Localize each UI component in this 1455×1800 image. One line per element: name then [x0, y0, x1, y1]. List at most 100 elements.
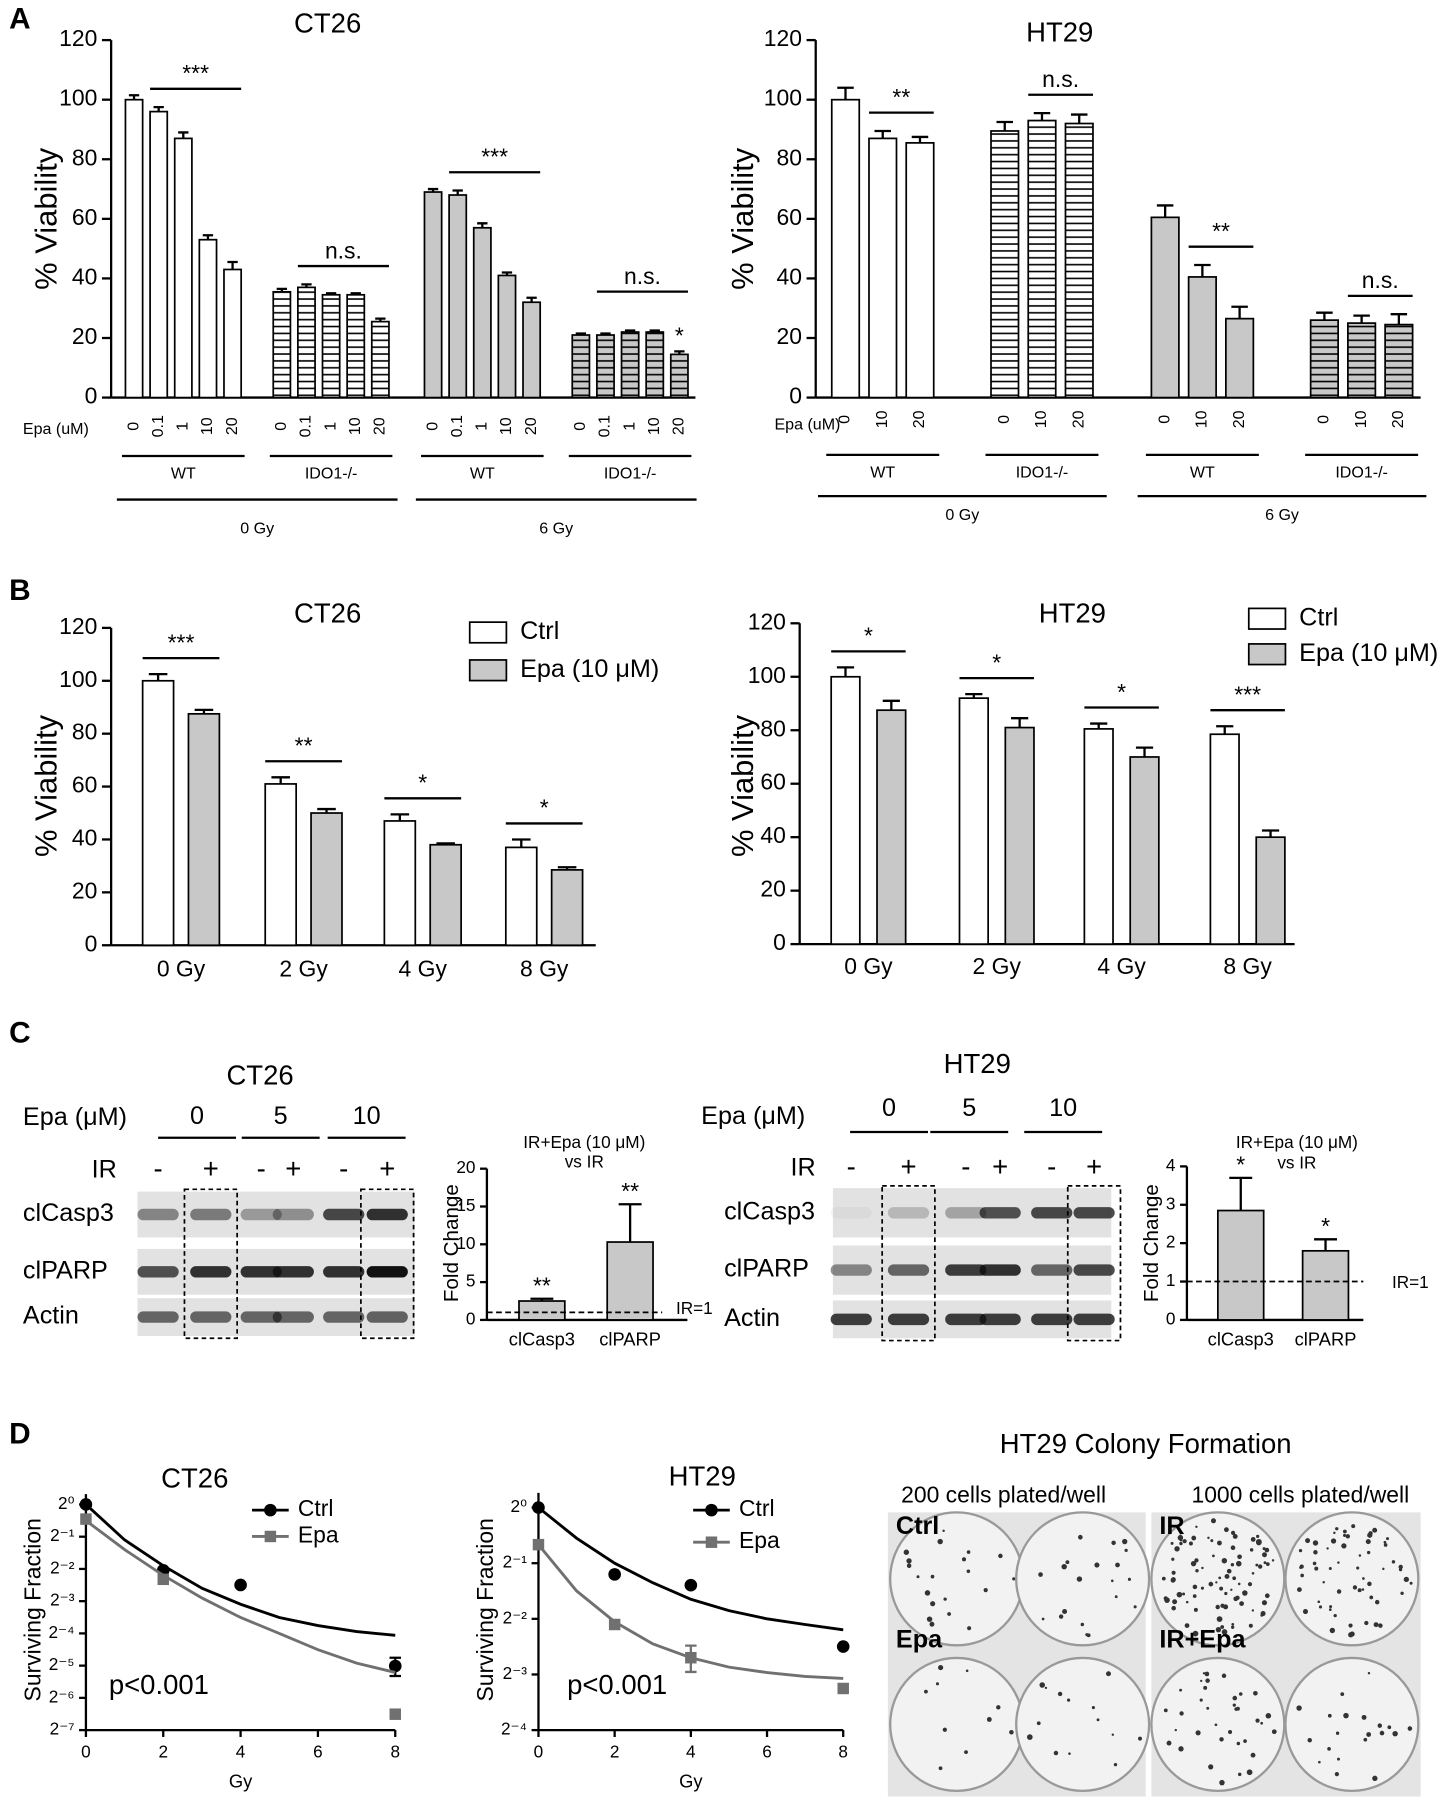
error-bar — [128, 94, 140, 100]
y-tick-label: 15 — [456, 1195, 475, 1215]
blot-dose-label: Epa (μM) — [701, 1102, 805, 1130]
error-bar — [271, 776, 290, 784]
y-axis-label: % Viability — [725, 147, 760, 290]
significance-label: n.s. — [1042, 66, 1079, 92]
point — [234, 1578, 247, 1592]
colony — [986, 1717, 992, 1722]
error-bar — [526, 296, 537, 303]
y-tick-label: 80 — [760, 715, 785, 741]
bar — [198, 238, 218, 399]
y-tick-label: 100 — [748, 662, 786, 688]
blot-dose: 0 — [190, 1102, 204, 1130]
colony — [1133, 1605, 1137, 1609]
blot-band — [945, 1207, 987, 1219]
y-tick-label: 0 — [1166, 1308, 1176, 1328]
blot-band — [272, 1208, 314, 1221]
colony — [1348, 1623, 1353, 1628]
blot-row-label: clCasp3 — [23, 1199, 114, 1227]
x-tick-label: 4 — [686, 1742, 696, 1762]
error-bar — [649, 329, 660, 333]
colony — [1400, 1591, 1404, 1595]
colony — [1179, 1538, 1183, 1542]
error-bar — [1316, 311, 1333, 321]
bar — [1301, 1249, 1350, 1321]
chart-title: IR+Epa (10 μM) — [1236, 1132, 1358, 1152]
colony — [1179, 1711, 1184, 1716]
bar — [223, 268, 243, 399]
colony — [1298, 1549, 1303, 1553]
y-tick-label: 80 — [72, 719, 97, 745]
colony — [937, 1538, 943, 1545]
bar — [1083, 728, 1114, 945]
blot-band — [190, 1266, 232, 1278]
blot-ir-sign: + — [1086, 1151, 1102, 1182]
x-tick-label: 10 — [1352, 410, 1370, 428]
colony — [1251, 1572, 1255, 1575]
colony — [1230, 1563, 1235, 1567]
blot-band — [137, 1208, 179, 1221]
y-tick-label: 0 — [773, 929, 786, 955]
y-axis-label: Surviving Fraction — [19, 1518, 45, 1701]
colony — [1251, 1609, 1255, 1612]
bar — [173, 137, 193, 399]
colony — [1250, 1752, 1256, 1758]
x-tick-label: 20 — [1069, 410, 1087, 428]
colony — [1061, 1563, 1067, 1570]
colony — [1221, 1673, 1227, 1679]
colony — [1318, 1760, 1321, 1764]
error-bar — [1261, 829, 1280, 838]
blot-band — [1031, 1264, 1073, 1276]
group-label: WT — [870, 463, 895, 481]
x-tick-label: 0 — [1315, 415, 1333, 424]
x-tick-label: 2 — [610, 1742, 620, 1762]
x-tick-label: 10 — [497, 417, 515, 435]
colony — [1163, 1708, 1168, 1713]
colony — [1271, 1559, 1275, 1562]
blot-ir-sign: - — [339, 1153, 348, 1184]
blot-band — [366, 1208, 408, 1221]
colony — [930, 1574, 935, 1579]
x-tick-label: 20 — [1230, 410, 1248, 428]
colony — [1264, 1547, 1270, 1553]
colony — [1223, 1604, 1229, 1610]
colony — [1336, 1589, 1342, 1594]
bar — [669, 353, 689, 399]
y-tick-label: 20 — [72, 877, 97, 903]
bar — [550, 869, 584, 947]
colony — [947, 1612, 951, 1616]
x-tick-label: 0 — [534, 1742, 544, 1762]
blot-band — [190, 1311, 232, 1323]
colony — [1231, 1622, 1235, 1626]
legend-swatch — [468, 659, 508, 682]
blot-title: HT29 — [944, 1048, 1011, 1079]
bar — [830, 675, 861, 945]
colony — [1193, 1607, 1198, 1612]
x-tick-label: 0 — [995, 415, 1013, 424]
colony — [1327, 1713, 1332, 1718]
colony-well — [1015, 1656, 1151, 1792]
bar — [472, 226, 492, 399]
x-axis-label: Gy — [229, 1771, 253, 1792]
colony — [1368, 1531, 1373, 1536]
blot-ir-sign: + — [992, 1151, 1008, 1182]
error-bar — [557, 866, 577, 870]
colony — [1343, 1533, 1347, 1537]
significance-label: ** — [533, 1272, 551, 1298]
panel-letter: D — [9, 1418, 30, 1451]
colony — [1171, 1570, 1176, 1575]
colony — [1185, 1600, 1189, 1604]
fit-curve — [537, 1506, 844, 1632]
colony — [1199, 1698, 1203, 1702]
colony — [1297, 1587, 1302, 1592]
error-bar — [178, 131, 189, 139]
colony-well-label: Epa — [896, 1625, 943, 1653]
significance-label: ** — [295, 733, 313, 759]
dose-label: 0 Gy — [240, 520, 274, 538]
colony — [1383, 1543, 1388, 1547]
colony — [1248, 1623, 1253, 1628]
error-bar — [452, 189, 463, 196]
bar — [958, 697, 989, 945]
blot-band — [830, 1264, 872, 1276]
y-tick-label: 20 — [456, 1157, 475, 1177]
blot-row-label: Actin — [23, 1302, 79, 1330]
